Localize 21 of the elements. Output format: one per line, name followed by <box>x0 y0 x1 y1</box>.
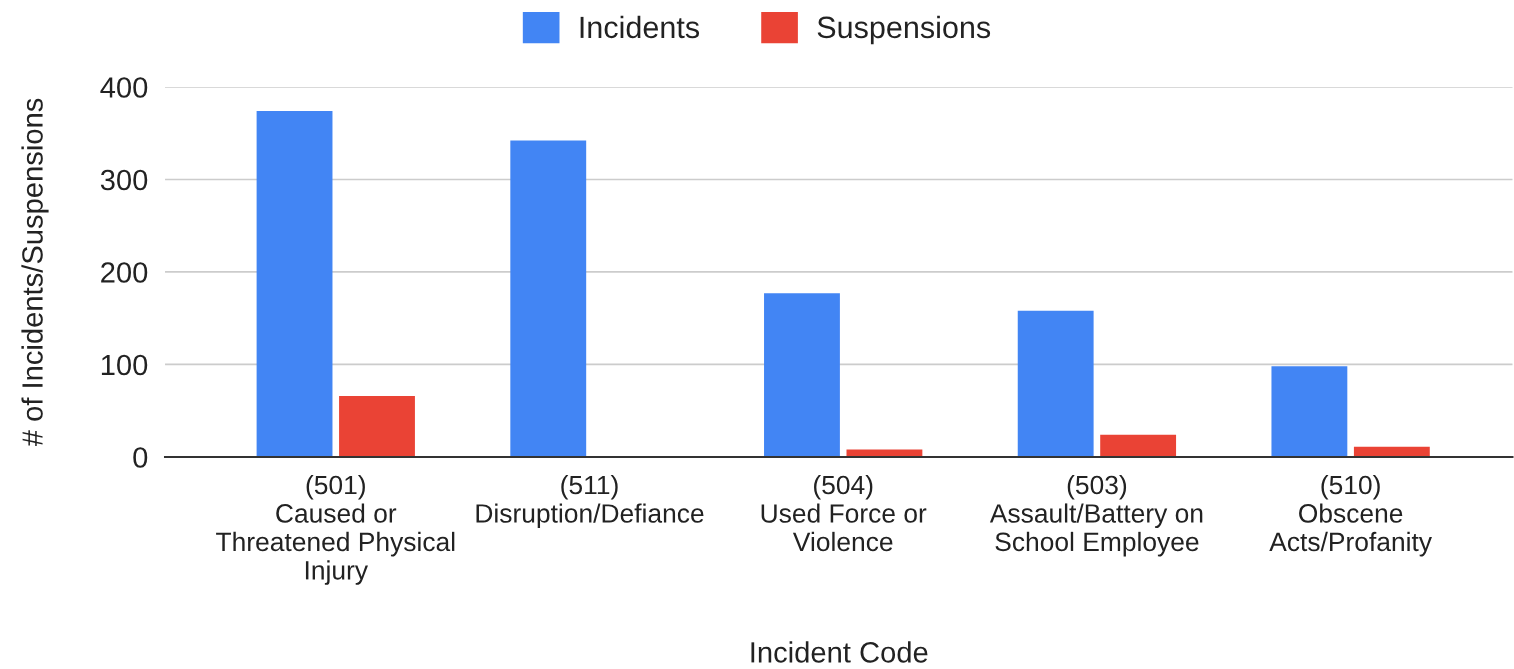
bar <box>510 140 587 457</box>
x-tick-label: (503) Assault/Battery on School Employee <box>989 474 1203 557</box>
bar <box>1271 366 1348 457</box>
y-tick-label: 400 <box>100 77 148 98</box>
legend-label: Incidents <box>580 15 700 39</box>
x-tick-label: (501) Caused or Threatened Physical Injury <box>216 474 455 585</box>
bar <box>1017 310 1094 457</box>
legend-label: Suspensions <box>817 15 991 45</box>
x-tick-label: (511) Disruption/Defiance <box>476 474 704 529</box>
y-axis-title: # of Incidents/Suspensions <box>21 98 49 447</box>
bar <box>339 395 415 457</box>
y-tick-label: 0 <box>133 447 148 468</box>
bar <box>764 293 840 457</box>
x-tick-label: (510) Obscene Acts/Profanity <box>1269 474 1432 557</box>
y-tick-label: 100 <box>101 354 148 376</box>
x-tick-label: (504) Used Force or Violence <box>761 474 927 552</box>
bar <box>256 111 333 457</box>
x-axis-title: Incident Code <box>751 641 928 663</box>
bar <box>1100 434 1177 457</box>
y-tick-label: 200 <box>101 262 148 283</box>
y-tick-label: 300 <box>100 169 148 191</box>
